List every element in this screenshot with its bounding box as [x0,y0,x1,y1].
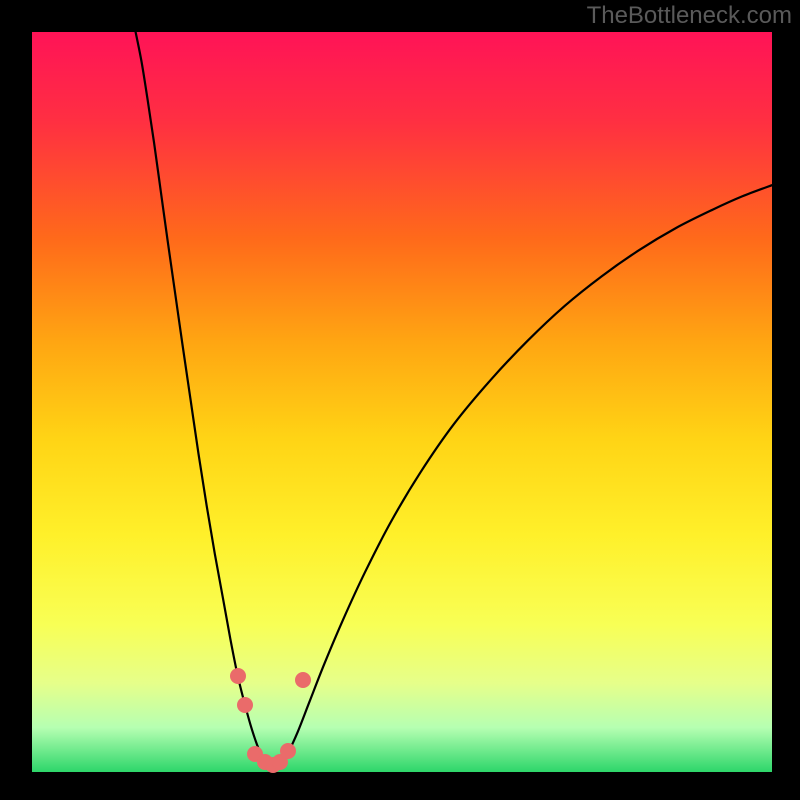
data-point [230,668,246,684]
data-point [295,672,311,688]
chart-canvas: TheBottleneck.com [0,0,800,800]
bottleneck-curve [32,32,772,772]
curve-right-branch [273,185,773,772]
plot-area [32,32,772,772]
data-point [237,697,253,713]
data-point [280,743,296,759]
curve-left-branch [136,32,273,772]
watermark-text: TheBottleneck.com [587,2,792,30]
